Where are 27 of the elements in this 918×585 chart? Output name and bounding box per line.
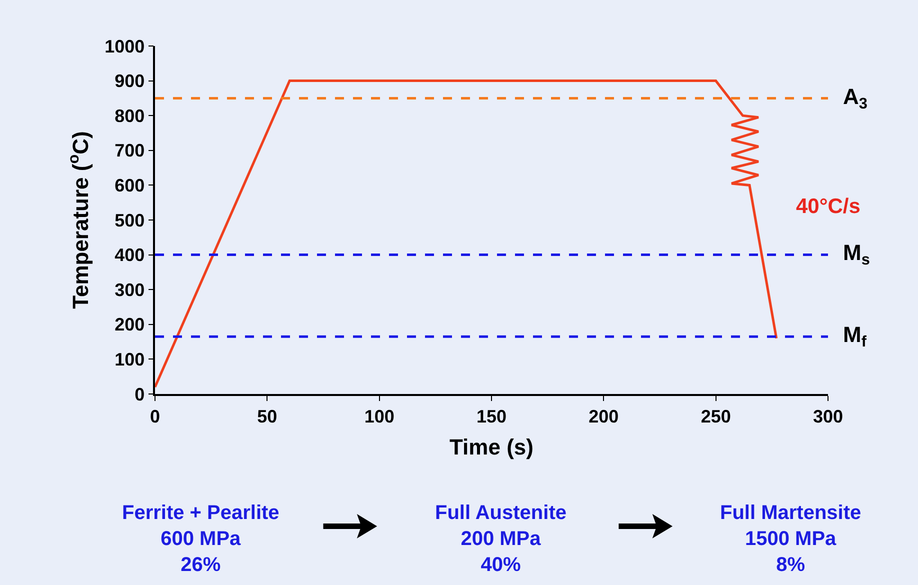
- y-tick-label: 400: [114, 245, 145, 266]
- x-axis-title: Time (s): [450, 434, 534, 460]
- y-tick-label: 900: [114, 71, 145, 92]
- y-tick-label: 800: [114, 106, 145, 126]
- y-tick-label: 200: [114, 314, 145, 335]
- text: Ferrite + Pearlite 600 MPa 26%: [122, 502, 280, 576]
- x-tick-label: 200: [588, 406, 619, 426]
- x-tick-label: 250: [700, 406, 731, 426]
- y-tick-label: 500: [114, 210, 145, 230]
- line-series: [155, 80, 778, 388]
- x-tick-label: 100: [364, 406, 394, 426]
- y-tick-label: 700: [114, 140, 145, 161]
- y-tick-label: 1000: [104, 36, 145, 56]
- text: Full Austenite 200 MPa 40%: [435, 502, 566, 576]
- x-tick-label: 50: [257, 406, 278, 426]
- ref-line-label: M$_{f}$: [843, 322, 868, 351]
- y-tick-label: 600: [114, 176, 145, 196]
- x-tick-label: 0: [150, 406, 160, 426]
- ref-line-label: M$_{s}$: [843, 240, 870, 269]
- x-tick-label: 300: [812, 406, 844, 426]
- ref-line-label: A$_{3}$: [843, 84, 868, 113]
- annotation: 40°C/s: [796, 195, 860, 218]
- y-tick-label: 300: [114, 280, 145, 300]
- x-tick-label: 150: [476, 406, 507, 426]
- y-tick-label: 0: [134, 384, 145, 404]
- y-tick-label: 100: [114, 350, 145, 370]
- text: Full Martensite 1500 MPa 8%: [720, 502, 862, 576]
